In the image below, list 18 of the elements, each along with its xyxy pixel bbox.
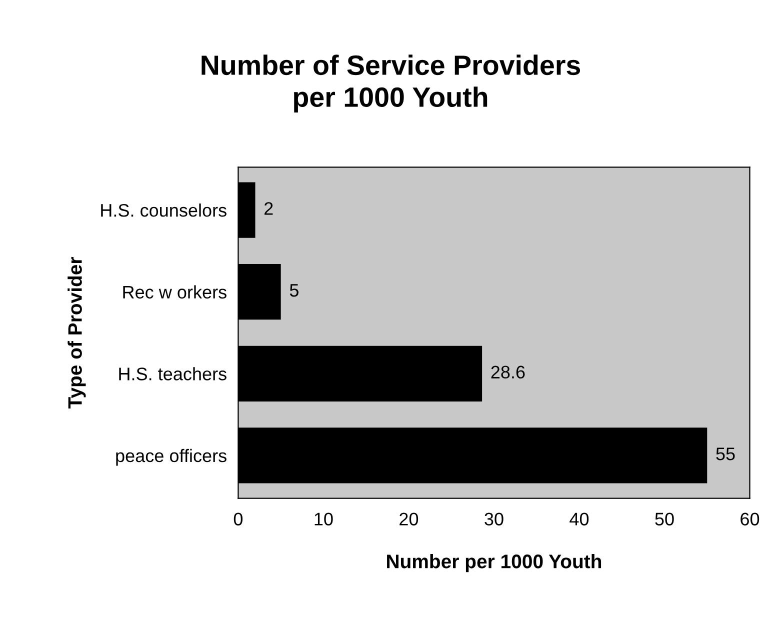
- y-tick-label: H.S. counselors: [101, 204, 226, 217]
- y-tick-label: peace officers: [116, 448, 226, 466]
- x-tick-label: 50: [655, 512, 674, 526]
- data-label: 2: [264, 202, 273, 215]
- x-tick-label: 20: [400, 512, 418, 526]
- x-tick-label: 10: [314, 512, 333, 526]
- y-axis-title: Type of Provider: [68, 257, 86, 409]
- y-tick-label: Rec w orkers: [123, 285, 226, 299]
- x-tick-label: 30: [484, 512, 504, 526]
- x-tick-label: 40: [570, 512, 589, 526]
- data-label: 55: [716, 448, 735, 460]
- x-tick-label: 0: [234, 512, 243, 526]
- x-axis-title: Number per 1000 Youth: [387, 554, 602, 572]
- data-label: 5: [290, 284, 298, 297]
- data-label: 28.6: [491, 366, 525, 378]
- chart-title: Number of Service Providers per 1000 Youth: [202, 54, 580, 113]
- y-tick-label: H.S. teachers: [119, 367, 226, 380]
- x-tick-label: 60: [740, 512, 760, 526]
